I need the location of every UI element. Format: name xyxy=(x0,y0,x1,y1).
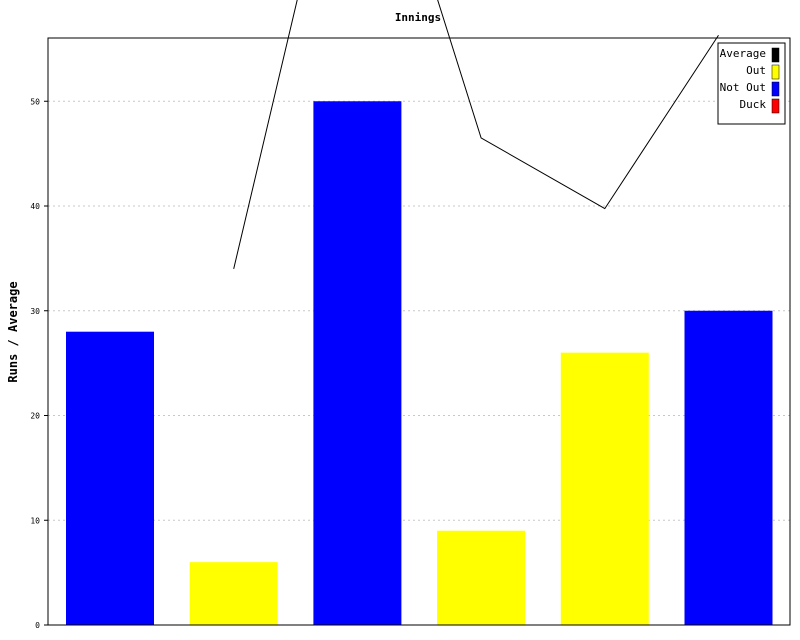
legend: Average Out Not Out Duck xyxy=(717,42,786,125)
y-tick-label: 30 xyxy=(30,307,40,316)
y-tick-label: 0 xyxy=(35,621,40,630)
legend-label-not-out: Not Out xyxy=(720,81,766,94)
bar-1 xyxy=(66,331,154,625)
y-axis-label: Runs / Average xyxy=(6,281,20,382)
plot-frame xyxy=(47,37,791,626)
bar-6 xyxy=(684,310,773,625)
bar-2 xyxy=(189,562,278,625)
legend-label-out: Out xyxy=(746,64,766,77)
y-axis-ticks: 0 10 20 30 40 50 xyxy=(30,97,48,630)
y-tick-label: 50 xyxy=(30,97,40,106)
legend-swatch-average xyxy=(771,47,780,63)
bar-3 xyxy=(313,101,402,625)
legend-swatch-duck xyxy=(771,98,780,114)
bar-4 xyxy=(437,530,526,625)
y-tick-label: 10 xyxy=(30,516,40,525)
legend-swatch-not-out xyxy=(771,81,780,97)
legend-label-duck: Duck xyxy=(740,98,767,111)
bars xyxy=(66,101,773,625)
average-line xyxy=(233,0,719,269)
average-polyline xyxy=(233,0,719,269)
y-tick-label: 20 xyxy=(30,412,40,421)
grid-lines xyxy=(48,100,790,521)
legend-label-average: Average xyxy=(720,47,766,60)
bar-5 xyxy=(560,352,649,625)
chart-title: Innings xyxy=(395,11,441,24)
legend-swatch-out xyxy=(771,64,780,80)
y-tick-label: 40 xyxy=(30,202,40,211)
